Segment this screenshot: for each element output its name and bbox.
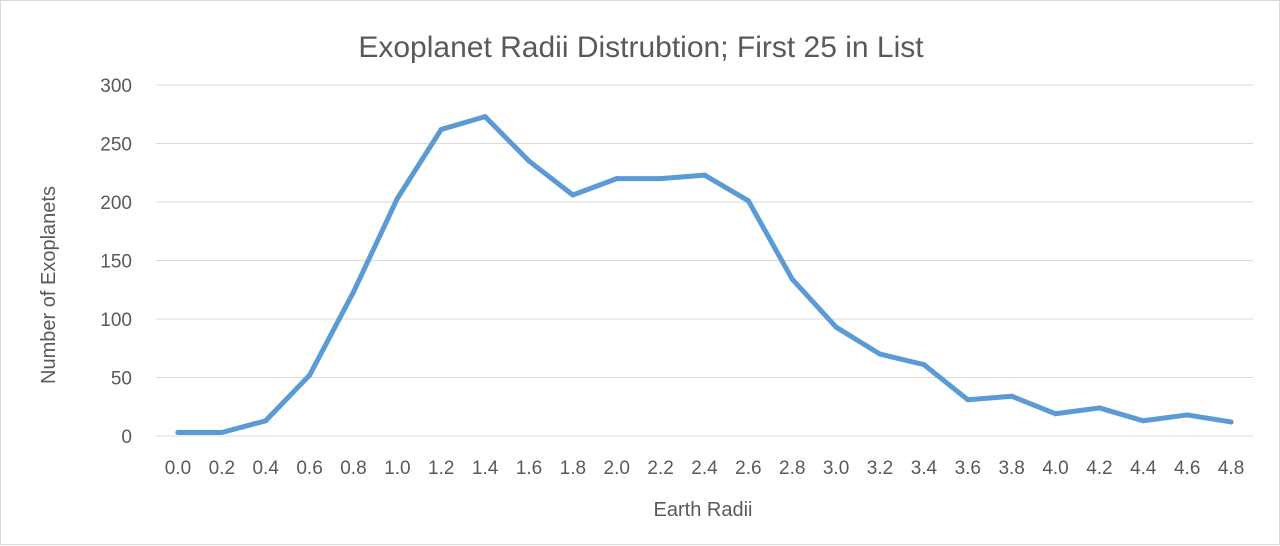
data-point xyxy=(307,372,313,378)
data-point xyxy=(482,114,488,120)
y-tick-label: 300 xyxy=(100,76,132,97)
data-point xyxy=(438,126,444,132)
data-point xyxy=(833,324,839,330)
x-tick-label: 2.2 xyxy=(647,458,673,479)
data-point xyxy=(658,176,664,182)
y-axis-title: Number of Exoplanets xyxy=(38,186,60,384)
data-point xyxy=(394,195,400,201)
x-tick-label: 3.6 xyxy=(955,458,981,479)
x-tick-label: 3.2 xyxy=(867,458,893,479)
x-tick-label: 2.6 xyxy=(735,458,761,479)
x-tick-label: 0.8 xyxy=(340,458,366,479)
gridlines xyxy=(156,84,1253,437)
data-point xyxy=(350,289,356,295)
x-tick-label: 1.4 xyxy=(472,458,499,479)
data-point xyxy=(1184,412,1190,418)
y-axis-ticks: 0 50 100 150 200 250 300 xyxy=(100,76,132,448)
data-point xyxy=(175,429,181,435)
data-point xyxy=(263,418,269,424)
x-tick-label: 4.6 xyxy=(1174,458,1200,479)
x-tick-label: 2.4 xyxy=(691,458,718,479)
y-tick-label: 0 xyxy=(121,427,132,448)
y-tick-label: 100 xyxy=(100,310,132,331)
data-point xyxy=(789,276,795,282)
data-point xyxy=(1096,405,1102,411)
x-tick-label: 4.0 xyxy=(1042,458,1068,479)
x-tick-label: 4.4 xyxy=(1130,458,1157,479)
data-point xyxy=(745,198,751,204)
x-tick-label: 0.0 xyxy=(165,458,191,479)
data-point xyxy=(570,192,576,198)
y-tick-label: 250 xyxy=(100,135,132,156)
data-point xyxy=(219,429,225,435)
x-tick-label: 1.0 xyxy=(384,458,410,479)
data-point xyxy=(1053,411,1059,417)
x-tick-label: 3.4 xyxy=(911,458,938,479)
series-line xyxy=(175,114,1234,435)
data-point xyxy=(965,397,971,403)
data-point xyxy=(921,362,927,368)
data-point xyxy=(614,176,620,182)
y-tick-label: 200 xyxy=(100,193,132,214)
data-point xyxy=(1140,418,1146,424)
y-tick-label: 150 xyxy=(100,252,132,273)
x-axis-title: Earth Radii xyxy=(654,499,753,521)
x-axis-ticks: 0.0 0.2 0.4 0.6 0.8 1.0 1.2 1.4 1.6 1.8 2.0 2.2 2.4 2… xyxy=(165,458,1245,479)
x-tick-label: 1.8 xyxy=(560,458,586,479)
x-tick-label: 4.8 xyxy=(1218,458,1244,479)
x-tick-label: 2.0 xyxy=(604,458,630,479)
x-tick-label: 2.8 xyxy=(779,458,805,479)
x-tick-label: 3.0 xyxy=(823,458,849,479)
x-tick-label: 4.2 xyxy=(1086,458,1112,479)
x-tick-label: 0.2 xyxy=(209,458,235,479)
x-tick-label: 0.6 xyxy=(296,458,322,479)
x-tick-label: 1.6 xyxy=(516,458,542,479)
series-layer xyxy=(175,114,1234,435)
y-tick-label: 50 xyxy=(111,369,132,390)
x-tick-label: 0.4 xyxy=(252,458,279,479)
x-tick-label: 3.8 xyxy=(998,458,1024,479)
data-point xyxy=(1009,393,1015,399)
x-tick-label: 1.2 xyxy=(428,458,454,479)
chart-title: Exoplanet Radii Distrubtion; First 25 in… xyxy=(358,31,924,64)
data-point xyxy=(877,351,883,357)
data-point xyxy=(526,158,532,164)
data-point xyxy=(702,172,707,178)
data-point xyxy=(1228,419,1234,425)
